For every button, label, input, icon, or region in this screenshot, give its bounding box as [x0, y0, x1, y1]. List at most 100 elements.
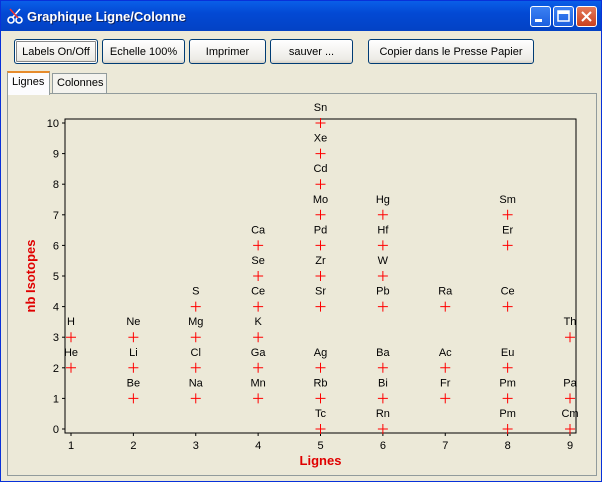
point-marker — [502, 301, 513, 312]
close-icon — [581, 11, 592, 22]
point-label: Rb — [313, 377, 327, 389]
point-marker — [315, 118, 326, 128]
x-tick-label: 4 — [255, 440, 261, 452]
data-point: H — [66, 316, 76, 343]
point-label: Tc — [315, 408, 327, 420]
point-marker — [253, 271, 264, 281]
point-label: Pb — [376, 286, 389, 298]
tab-colonnes[interactable]: Colonnes — [52, 73, 107, 93]
point-marker — [377, 209, 388, 220]
labels-toggle-button[interactable]: Labels On/Off — [14, 39, 98, 64]
point-label: He — [64, 347, 78, 359]
point-marker — [190, 393, 201, 404]
scale-button[interactable]: Echelle 100% — [102, 39, 185, 64]
minimize-button[interactable] — [530, 6, 551, 27]
x-axis-label: Lignes — [300, 453, 342, 468]
save-button[interactable]: sauver ... — [270, 39, 353, 64]
data-point: Mg — [188, 316, 203, 343]
data-point: Rb — [313, 377, 328, 404]
point-marker — [315, 393, 326, 404]
point-label: Bi — [378, 377, 388, 389]
maximize-button[interactable] — [553, 6, 574, 27]
data-point: Ce — [501, 286, 515, 312]
point-marker — [377, 424, 388, 434]
data-point: Hf — [377, 224, 389, 251]
data-point: Pa — [563, 377, 578, 404]
point-label: Sm — [499, 194, 516, 206]
data-point: Ga — [251, 347, 267, 373]
data-point: Mn — [250, 377, 266, 404]
data-point: He — [64, 347, 78, 373]
data-point: Ra — [438, 286, 453, 312]
point-label: Hg — [376, 194, 390, 206]
tab-lignes[interactable]: Lignes — [7, 71, 50, 95]
point-marker — [502, 362, 513, 373]
point-label: Xe — [314, 133, 327, 145]
print-button[interactable]: Imprimer — [189, 39, 266, 64]
point-label: Pm — [499, 408, 516, 420]
point-marker — [315, 209, 326, 220]
data-point: Ne — [126, 316, 140, 343]
point-marker — [565, 393, 575, 404]
point-label: Ac — [439, 347, 452, 359]
data-point: Tc — [315, 408, 327, 434]
data-point: Ba — [376, 347, 390, 373]
point-marker — [128, 362, 139, 373]
point-marker — [315, 240, 326, 251]
x-tick-label: 5 — [317, 440, 323, 452]
data-point: Ac — [439, 347, 452, 373]
point-label: Sr — [315, 286, 326, 298]
point-label: Ga — [251, 347, 267, 359]
data-point: Eu — [501, 347, 514, 373]
point-marker — [502, 209, 513, 220]
data-point: Xe — [314, 133, 327, 159]
data-point: Mo — [313, 194, 328, 220]
y-tick-label: 1 — [53, 393, 59, 405]
point-label: Ce — [251, 286, 265, 298]
point-marker — [315, 362, 326, 373]
x-tick-label: 1 — [68, 440, 74, 452]
point-label: Ag — [314, 347, 327, 359]
point-label: Cd — [313, 163, 327, 175]
chart-panel: 0 1 2 3 4 5 6 7 8 9 10 1 2 3 4 5 6 7 8 9 Lignes nb Isotopes H H… — [7, 93, 597, 476]
point-marker — [315, 301, 326, 312]
x-tick-label: 9 — [567, 440, 573, 452]
close-button[interactable] — [576, 6, 597, 27]
x-tick-label: 6 — [380, 440, 386, 452]
point-label: H — [67, 316, 75, 328]
data-point: Th — [564, 316, 576, 343]
point-marker — [377, 362, 388, 373]
point-label: Pm — [499, 377, 516, 389]
y-tick-label: 10 — [47, 118, 59, 130]
point-marker — [565, 332, 575, 343]
point-label: Li — [129, 347, 138, 359]
point-label: Cm — [561, 408, 578, 420]
data-point: Li — [128, 347, 139, 373]
point-marker — [315, 179, 326, 190]
point-label: S — [192, 286, 199, 298]
data-point: Sm — [499, 194, 516, 220]
point-label: Er — [502, 224, 513, 236]
point-label: Sn — [314, 102, 327, 114]
point-marker — [66, 362, 76, 373]
point-label: Ba — [376, 347, 390, 359]
point-marker — [377, 301, 388, 312]
title-bar[interactable]: Graphique Ligne/Colonne — [1, 1, 601, 31]
minimize-icon — [535, 19, 542, 22]
data-point: Zr — [315, 255, 326, 281]
data-point: Be — [127, 377, 140, 404]
copy-clipboard-button[interactable]: Copier dans le Presse Papier — [368, 39, 534, 64]
point-label: Ca — [251, 224, 266, 236]
y-tick-label: 2 — [53, 363, 59, 375]
point-marker — [128, 393, 139, 404]
point-marker — [315, 148, 326, 159]
maximize-icon — [557, 10, 570, 22]
data-point: Pm — [499, 377, 516, 404]
point-marker — [253, 301, 264, 312]
data-point: Bi — [377, 377, 388, 404]
y-tick-label: 3 — [53, 332, 59, 344]
point-label: W — [378, 255, 389, 267]
x-tick-label: 2 — [130, 440, 136, 452]
